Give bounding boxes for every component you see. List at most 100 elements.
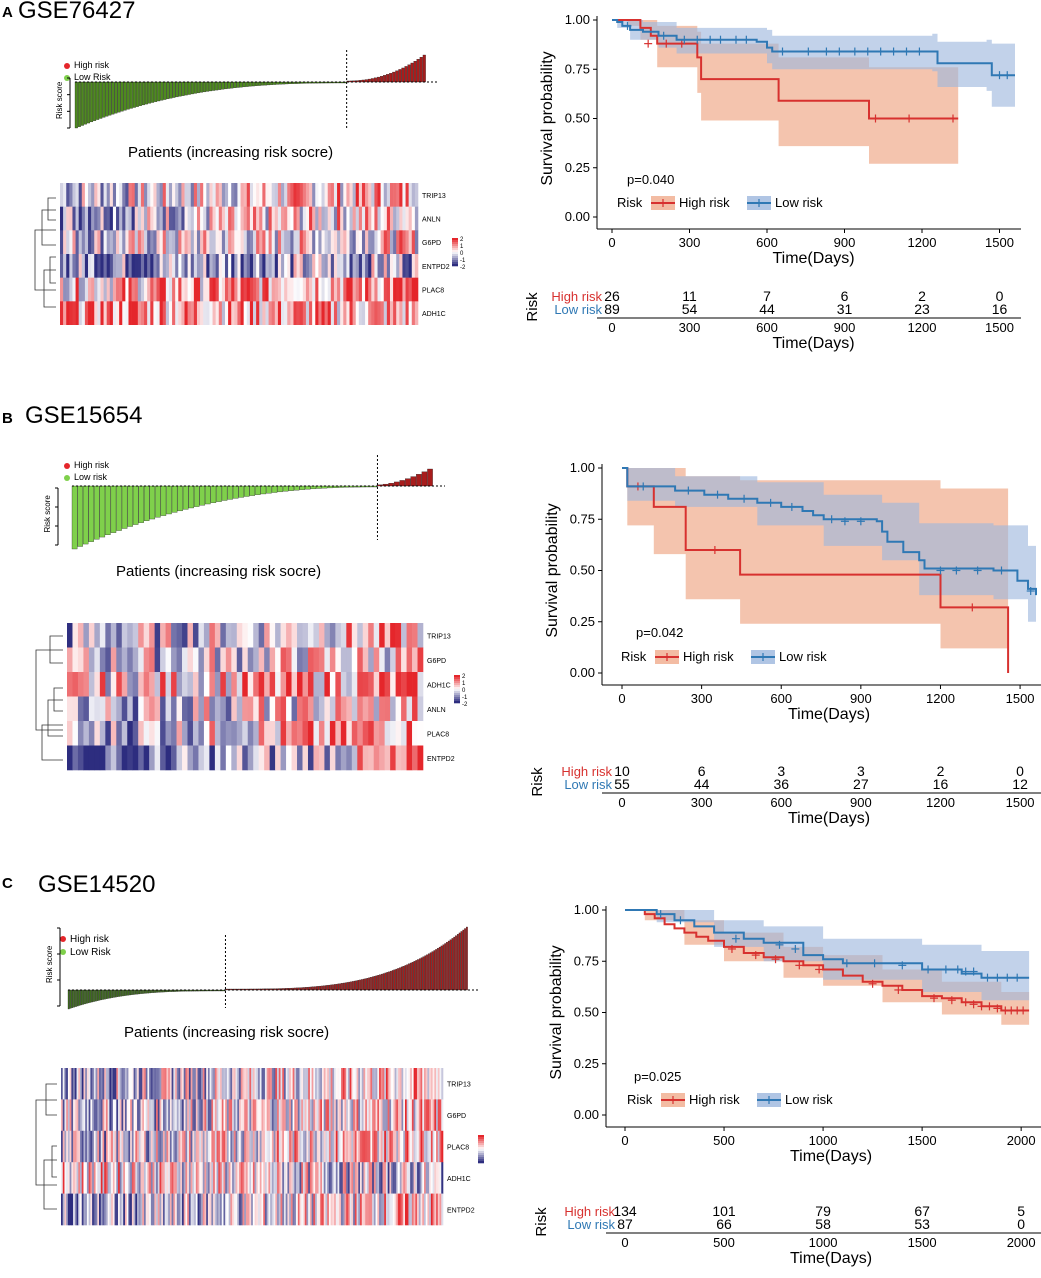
- heatmap-cell: [335, 672, 342, 697]
- heatmap-cell: [353, 1068, 356, 1100]
- heatmap-cell: [95, 1068, 98, 1100]
- heatmap-cell: [356, 1130, 359, 1163]
- heatmap-cell: [76, 1068, 79, 1100]
- heatmap-cell: [235, 1193, 238, 1226]
- heat-legend-label: 0: [460, 251, 464, 257]
- low-risk-bar: [316, 485, 322, 489]
- low-risk-bar: [155, 485, 161, 518]
- heatmap-cell: [286, 672, 292, 697]
- heatmap-cell: [72, 721, 79, 746]
- heat-legend-label: 1: [462, 681, 466, 687]
- heatmap-cell: [231, 623, 238, 648]
- heatmap-cell: [377, 301, 381, 325]
- heatmap-cell: [140, 183, 145, 207]
- risk-legend-c: High risk Low Risk: [60, 933, 111, 959]
- heatmap-cell: [203, 745, 210, 771]
- heatmap-cell: [358, 1130, 361, 1163]
- heatmap-cell: [161, 1068, 164, 1100]
- heatmap-cell: [187, 1162, 190, 1194]
- x-tick-label: 1200: [926, 691, 955, 706]
- high-risk-bar: [420, 957, 423, 991]
- heatmap-cell: [313, 647, 320, 673]
- low-risk-bar: [218, 81, 222, 90]
- heatmap-cell: [302, 230, 307, 255]
- table-high-count: 0: [1016, 763, 1024, 779]
- heatmap-cell: [349, 206, 353, 231]
- heatmap-cell: [284, 230, 288, 255]
- high-risk-bar: [390, 970, 392, 991]
- heatmap-cell: [214, 647, 221, 673]
- heatmap-cell: [138, 1068, 141, 1100]
- heatmap-cell: [335, 1130, 338, 1163]
- patients-label-b: Patients (increasing risk socre): [116, 563, 322, 580]
- heatmap-cell: [271, 1193, 274, 1226]
- heatmap-cell: [439, 1162, 442, 1194]
- y-axis-label: Risk score: [43, 495, 52, 533]
- heatmap-cell: [283, 1162, 287, 1194]
- legend-low-label: Low Risk: [70, 947, 111, 958]
- heatmap-cell: [218, 183, 223, 207]
- table-x-axis-label: Time(Days): [790, 1250, 872, 1267]
- heatmap-cell: [392, 1099, 395, 1132]
- heatmap-cell: [273, 1068, 276, 1100]
- heatmap-cell: [100, 1193, 103, 1226]
- heatmap-cell: [198, 721, 205, 746]
- heatmap-cell: [373, 647, 380, 673]
- heatmap-cell: [221, 183, 226, 207]
- heatmap-cell: [131, 183, 136, 207]
- heatmap-cell: [218, 254, 223, 278]
- heatmap-cell: [178, 1130, 181, 1163]
- heatmap-cell: [235, 1068, 238, 1100]
- heatmap-cell: [116, 230, 120, 255]
- heatmap-cell: [408, 206, 413, 231]
- heatmap-cell: [105, 696, 112, 722]
- heatmap-cell: [93, 1193, 96, 1226]
- heatmap-cell: [88, 672, 95, 697]
- heatmap-cell: [84, 277, 89, 302]
- heatmap-cell: [176, 623, 183, 648]
- heatmap-cell: [384, 696, 391, 722]
- heatmap-cell: [377, 206, 381, 231]
- heatmap-cell: [363, 1130, 366, 1163]
- heatmap-cell: [81, 254, 86, 278]
- low-risk-bar: [277, 485, 283, 493]
- heatmap-cell: [60, 183, 64, 207]
- heatmap-cell: [182, 721, 188, 746]
- low-risk-bar: [142, 81, 145, 106]
- heatmap-cell: [337, 1099, 340, 1132]
- heatmap-cell: [402, 183, 406, 207]
- heatmap-cell: [316, 1068, 319, 1100]
- heatmap-cell: [370, 1068, 373, 1100]
- heatmap-cell: [380, 206, 385, 231]
- heatmap-cell: [203, 206, 207, 231]
- high-risk-bar: [370, 977, 372, 991]
- heatmap-cell: [309, 183, 313, 207]
- heatmap-cell: [296, 301, 300, 325]
- heatmap-cell: [220, 1130, 223, 1163]
- low-risk-bar: [282, 485, 289, 492]
- heatmap-cell: [340, 647, 347, 673]
- heatmap-cell: [150, 254, 154, 278]
- heatmap-cell: [270, 1099, 273, 1132]
- table-low-count: 23: [914, 301, 930, 317]
- heatmap-cell: [169, 1068, 172, 1100]
- heatmap-cell: [105, 721, 112, 746]
- heatmap-cell: [249, 1130, 252, 1163]
- dendrogram-branch: [41, 724, 63, 761]
- heatmap-cell: [76, 1162, 79, 1194]
- heatmap-cell: [106, 301, 111, 325]
- heatmap-cell: [335, 745, 342, 771]
- low-risk-bar: [84, 81, 87, 125]
- heatmap-cell: [256, 277, 260, 302]
- high-risk-bar: [442, 944, 445, 991]
- heatmap-cell: [380, 254, 385, 278]
- heatmap-cell: [429, 1162, 432, 1194]
- table-x-tick-label: 1500: [1006, 795, 1035, 810]
- low-risk-bar: [114, 989, 117, 998]
- heatmap-cell: [226, 1099, 229, 1132]
- heatmap-cell: [181, 254, 185, 278]
- heatmap-cell: [237, 1162, 240, 1194]
- heatmap-cell: [439, 1130, 442, 1163]
- risk-score-chart-c: Risk score: [45, 926, 480, 1010]
- heatmap-cell: [399, 254, 403, 278]
